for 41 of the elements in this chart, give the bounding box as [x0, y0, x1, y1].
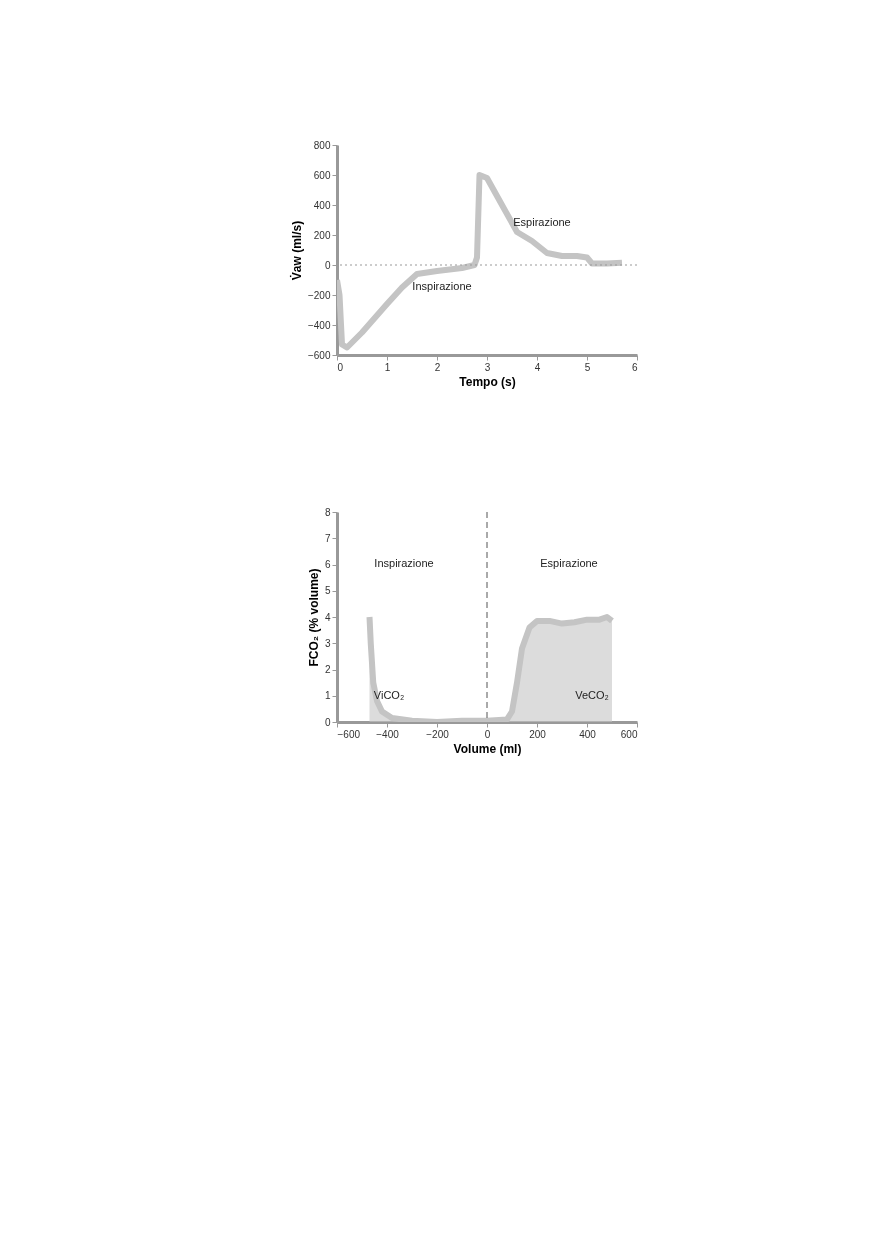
annotation: VeCO₂ — [575, 689, 609, 701]
y-tick-label: 200 — [313, 229, 331, 241]
x-tick-label: −600 — [337, 728, 361, 740]
x-tick-label: 200 — [529, 728, 547, 740]
y-tick-label: 3 — [324, 637, 331, 649]
x-tick-label: 0 — [484, 728, 491, 740]
y-tick-label: 600 — [313, 169, 331, 181]
y-tick-label: 4 — [324, 611, 331, 623]
y-axis-title: V̇aw (ml/s) — [289, 220, 304, 281]
x-tick-label: 400 — [579, 728, 597, 740]
y-tick-label: 6 — [324, 559, 331, 570]
x-tick-label: 4 — [534, 361, 541, 373]
annotation: ViCO₂ — [373, 689, 405, 701]
y-tick-label: −200 — [307, 289, 331, 301]
y-tick-label: −600 — [307, 349, 331, 361]
x-tick-label: 2 — [434, 361, 441, 373]
y-tick-label: 7 — [324, 532, 331, 544]
x-tick-label: −400 — [376, 728, 400, 740]
x-tick-label: 3 — [484, 361, 491, 373]
y-axis-title: FCO₂ (% volume) — [306, 568, 321, 667]
annotation: Inspirazione — [374, 557, 434, 569]
y-tick-label: 400 — [313, 199, 331, 211]
y-tick-label: 1 — [324, 690, 331, 702]
x-tick-label: 6 — [631, 361, 638, 373]
x-tick-label: −200 — [426, 728, 450, 740]
annotation: Inspirazione — [412, 280, 472, 292]
y-tick-label: 2 — [324, 664, 331, 675]
x-tick-label: 1 — [384, 361, 391, 373]
x-tick-label: 600 — [620, 728, 638, 740]
x-tick-label: 0 — [337, 361, 344, 373]
y-tick-label: 0 — [324, 259, 331, 271]
y-tick-label: 5 — [324, 585, 331, 597]
y-tick-label: −400 — [307, 319, 331, 331]
x-tick-label: 5 — [584, 361, 591, 373]
annotation: Espirazione — [513, 216, 571, 228]
x-axis-title: Tempo (s) — [459, 374, 516, 389]
y-tick-label: 800 — [313, 139, 331, 151]
y-tick-label: 8 — [324, 506, 331, 518]
y-tick-label: 0 — [324, 716, 331, 728]
annotation: Espirazione — [540, 557, 598, 569]
x-axis-title: Volume (ml) — [453, 741, 522, 756]
